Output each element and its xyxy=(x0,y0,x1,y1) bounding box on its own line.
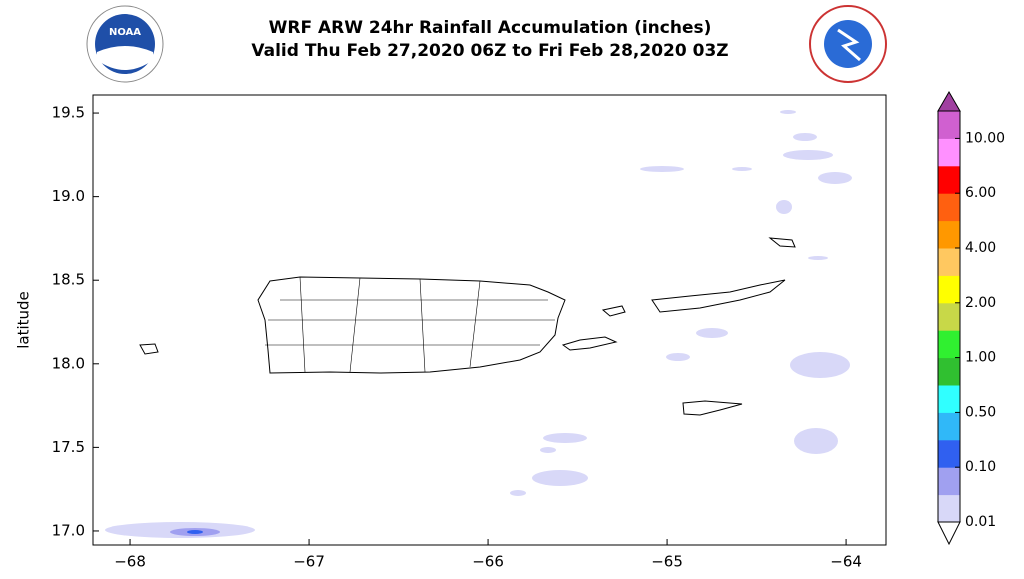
logo-bolt xyxy=(837,28,861,62)
y-axis-label: latitude xyxy=(15,291,33,349)
virgin-islands xyxy=(651,279,786,313)
colorbar-frame xyxy=(937,110,961,523)
chart-subtitle: Valid Thu Feb 27,2020 06Z to Fri Feb 28,… xyxy=(251,41,728,61)
municipalities xyxy=(265,276,555,373)
y-tick-label: 19.5 xyxy=(52,104,85,122)
colorbar-over xyxy=(937,91,961,112)
nws-logo xyxy=(809,5,887,83)
anegada xyxy=(768,237,796,248)
culebra xyxy=(601,305,626,317)
chart-title: WRF ARW 24hr Rainfall Accumulation (inch… xyxy=(269,18,712,38)
colorbar-band xyxy=(938,248,960,276)
noaa-logo: NOAA xyxy=(86,5,164,83)
logo-text: NOAA xyxy=(109,27,141,38)
colorbar-band xyxy=(938,111,960,139)
y-tick-label: 18.5 xyxy=(52,271,85,289)
puerto-rico xyxy=(257,276,566,374)
colorbar-tick-label: 2.00 xyxy=(965,295,996,311)
x-tick-label: −68 xyxy=(114,553,146,571)
mona xyxy=(139,343,159,355)
colorbar-tick-label: 0.50 xyxy=(965,404,996,420)
colorbar-tick-label: 0.01 xyxy=(965,514,996,530)
colorbar-band xyxy=(938,220,960,249)
y-tick-label: 17.0 xyxy=(52,521,85,539)
colorbar-tick-label: 10.00 xyxy=(965,130,1005,146)
rain-areas xyxy=(105,110,852,538)
y-tick-label: 19.0 xyxy=(52,187,85,205)
x-tick-label: −66 xyxy=(472,553,504,571)
colorbar-tick-label: 4.00 xyxy=(965,240,996,256)
colorbar-tick-label: 0.10 xyxy=(965,459,996,475)
y-tick-label: 17.5 xyxy=(52,438,85,456)
coastlines xyxy=(139,237,796,416)
colorbar-band xyxy=(938,439,960,468)
logo-bird xyxy=(97,46,153,70)
colorbar-band xyxy=(938,302,960,331)
colorbar-band xyxy=(938,357,960,386)
colorbar-band xyxy=(938,165,960,194)
colorbar-band xyxy=(938,412,960,441)
x-tick-label: −65 xyxy=(651,553,683,571)
colorbar-band xyxy=(938,138,960,167)
colorbar-band xyxy=(938,193,960,222)
st-croix xyxy=(682,400,743,416)
y-tick-label: 18.0 xyxy=(52,354,85,372)
x-tick-label: −64 xyxy=(830,553,862,571)
colorbar-band xyxy=(938,385,960,413)
colorbar-band xyxy=(938,494,960,523)
vieques xyxy=(561,336,618,351)
colorbar-tick-label: 6.00 xyxy=(965,185,996,201)
colorbar-band xyxy=(938,467,960,496)
x-tick-label: −67 xyxy=(293,553,325,571)
colorbar-under xyxy=(937,521,961,546)
colorbar-band xyxy=(938,330,960,359)
plot-frame xyxy=(92,94,887,546)
colorbar-tick-label: 1.00 xyxy=(965,350,996,366)
colorbar-band xyxy=(938,275,960,304)
